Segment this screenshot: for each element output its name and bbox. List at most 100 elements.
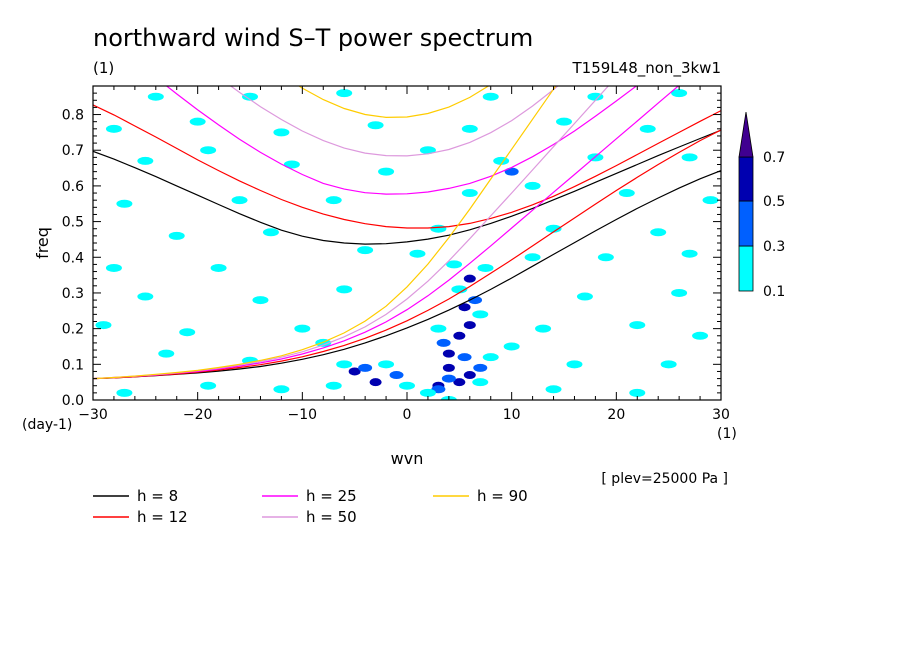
- power-patch: [200, 381, 217, 390]
- power-patch: [419, 146, 436, 155]
- power-patch: [545, 385, 562, 394]
- power-patch: [116, 199, 133, 208]
- legend-label: h = 90: [477, 487, 528, 505]
- power-patch: [367, 121, 384, 130]
- power-patch: [461, 189, 478, 198]
- legend-label: h = 50: [306, 508, 357, 526]
- power-patch: [147, 92, 164, 101]
- y-tick-label: 0.1: [62, 357, 84, 373]
- power-patch: [453, 378, 466, 387]
- y-tick-label: 0.2: [62, 322, 84, 338]
- dispersion-curve-kelvin: [93, 129, 721, 380]
- y-tick-label: 0.8: [62, 108, 84, 124]
- legend-label: h = 12: [137, 508, 188, 526]
- legend-label: h = 8: [137, 487, 178, 505]
- power-patch: [629, 321, 646, 330]
- power-patch: [325, 196, 342, 205]
- units-label: (1): [93, 59, 114, 77]
- colorbar-level-label: 0.1: [763, 284, 785, 300]
- colorbar-segment: [738, 156, 754, 202]
- x-tick-label: −10: [288, 407, 318, 423]
- run-label: T159L48_non_3kw1: [572, 59, 721, 78]
- power-patch: [660, 360, 677, 369]
- power-patch: [587, 92, 604, 101]
- power-patch: [504, 167, 519, 176]
- legend-label: h = 25: [306, 487, 357, 505]
- power-patch: [168, 231, 185, 240]
- colorbar-level-label: 0.3: [763, 239, 785, 255]
- power-patch: [179, 328, 196, 337]
- dispersion-curve-ig: [93, 129, 721, 245]
- colorbar-level-label: 0.5: [763, 194, 785, 210]
- power-patch: [409, 249, 426, 258]
- power-patch: [503, 342, 520, 351]
- power-patch: [524, 253, 541, 262]
- plot-frame: [92, 85, 722, 401]
- power-patch: [430, 224, 447, 233]
- power-patch: [283, 160, 300, 169]
- power-patch: [95, 321, 112, 330]
- y-tick-label: 0.3: [62, 286, 84, 302]
- power-patch: [629, 388, 646, 397]
- power-patch: [369, 378, 382, 387]
- power-patch: [482, 92, 499, 101]
- power-patch: [576, 292, 593, 301]
- power-patch: [336, 360, 353, 369]
- power-patch: [463, 371, 476, 380]
- power-patch: [348, 367, 361, 376]
- power-patch: [458, 303, 471, 312]
- colorbar-level-label: 0.7: [763, 150, 785, 166]
- power-patch: [639, 124, 656, 133]
- power-patch: [378, 167, 395, 176]
- level-note: [ plev=25000 Pa ]: [601, 471, 728, 487]
- power-patch: [436, 338, 451, 347]
- power-patch: [210, 263, 227, 272]
- y-units: (day-1): [22, 417, 72, 433]
- y-tick-label: 0.5: [62, 215, 84, 231]
- power-patch: [137, 156, 154, 165]
- x-tick-label: 20: [607, 407, 625, 423]
- colorbar-segment: [738, 200, 754, 247]
- power-patch: [446, 260, 463, 269]
- x-tick-label: −30: [78, 407, 108, 423]
- power-patch: [453, 331, 466, 340]
- y-tick-label: 0.4: [62, 250, 84, 266]
- power-patch: [463, 274, 476, 283]
- power-patch: [273, 385, 290, 394]
- power-patch: [524, 181, 541, 190]
- power-patch: [461, 124, 478, 133]
- power-patch: [472, 378, 489, 387]
- power-patch: [200, 146, 217, 155]
- x-tick-label: 0: [403, 407, 412, 423]
- power-patch: [477, 263, 494, 272]
- x-tick-label: 10: [503, 407, 521, 423]
- power-patch: [468, 296, 483, 305]
- x-tick-label: −20: [183, 407, 213, 423]
- power-patch: [399, 381, 415, 390]
- power-patch: [262, 228, 279, 237]
- power-patch: [242, 92, 258, 101]
- power-patch: [671, 89, 688, 98]
- x-tick-label: 30: [712, 407, 730, 423]
- legend: h = 8 h = 12 h = 25 h = 50 h = 90: [93, 487, 528, 526]
- y-tick-label: 0.6: [62, 179, 84, 195]
- power-patch: [681, 153, 698, 162]
- dispersion-curve-kelvin: [93, 86, 557, 380]
- power-patch: [545, 224, 562, 233]
- power-patch: [105, 263, 122, 272]
- power-patch: [252, 296, 269, 305]
- power-patch: [535, 324, 552, 333]
- power-patch: [681, 249, 698, 258]
- power-patch: [389, 371, 404, 380]
- dispersion-curve-ig: [93, 104, 721, 229]
- dispersion-curve-ig: [297, 86, 490, 119]
- power-patch: [294, 324, 311, 333]
- dispersion-curve-kelvin: [93, 86, 680, 380]
- x-units: (1): [717, 426, 737, 442]
- power-patch: [116, 388, 133, 397]
- power-patch: [357, 246, 374, 255]
- power-patch: [137, 292, 154, 301]
- y-tick-label: 0.7: [62, 143, 84, 159]
- power-patch: [336, 89, 353, 98]
